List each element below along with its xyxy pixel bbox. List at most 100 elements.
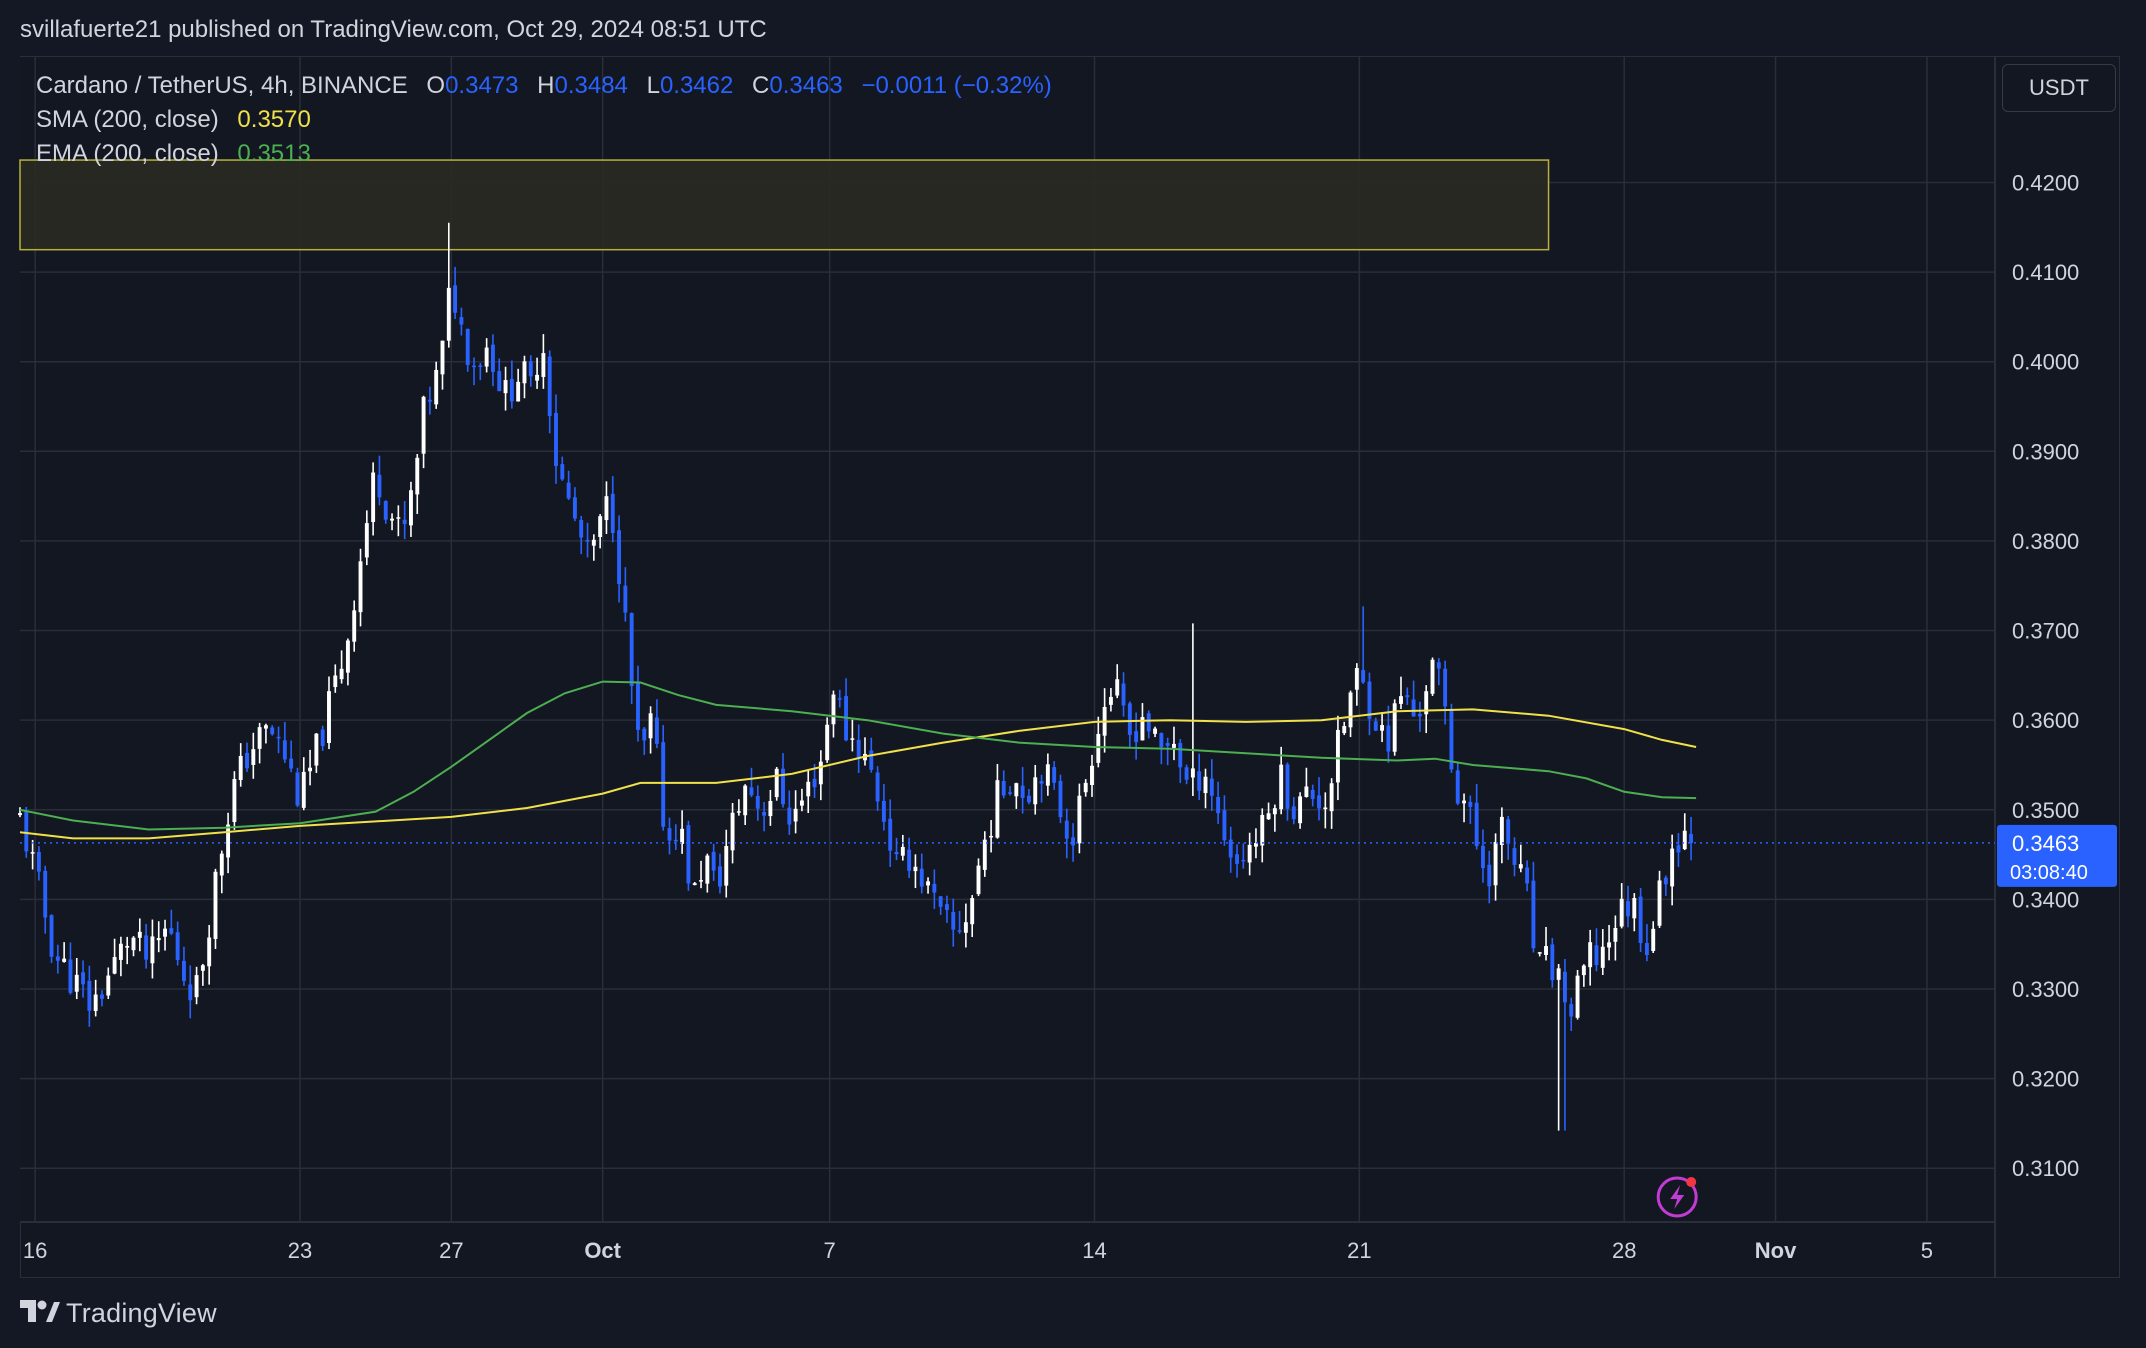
candle-body	[478, 365, 483, 367]
candle-body	[1253, 843, 1258, 847]
candle-body	[1033, 777, 1038, 805]
y-tick-label: 0.3300	[2012, 977, 2079, 1002]
y-tick-label: 0.3500	[2012, 798, 2079, 823]
candle-body	[1058, 780, 1063, 818]
candle-body	[711, 851, 716, 871]
chart-overlays: 0.3463 03:08:40	[20, 824, 2117, 1218]
candle-body	[1512, 848, 1517, 865]
candle-body	[743, 785, 748, 816]
candle-body	[509, 378, 514, 402]
candle-body	[200, 965, 205, 971]
candle-body	[150, 936, 155, 964]
candle-body	[1348, 692, 1353, 728]
candle-body	[1096, 733, 1101, 763]
candle-body	[1153, 728, 1158, 734]
candle-body	[1285, 764, 1290, 809]
candle-body	[1291, 806, 1296, 820]
tradingview-logo-icon[interactable]	[20, 1300, 60, 1326]
candle-body	[591, 539, 596, 546]
candle-body	[1260, 814, 1265, 846]
candle-body	[976, 865, 981, 895]
candle-body	[1386, 725, 1391, 752]
candle-body	[1619, 898, 1624, 927]
tradingview-brand[interactable]: TradingView	[66, 1298, 217, 1328]
legend-sma[interactable]: SMA (200, close) 0.3570	[36, 106, 315, 134]
candle-body	[175, 932, 180, 960]
candle-body	[43, 870, 48, 918]
lightning-icon[interactable]	[1656, 1176, 1698, 1218]
candle-body	[667, 828, 672, 841]
candle-body	[787, 807, 792, 825]
candle-body	[402, 519, 407, 525]
currency-selector[interactable]: USDT	[2002, 64, 2116, 112]
candle-body	[1651, 928, 1656, 951]
y-tick-label: 0.3100	[2012, 1156, 2079, 1181]
candle-body	[1581, 965, 1586, 976]
legend-ema[interactable]: EMA (200, close) 0.3513	[36, 140, 315, 168]
candle-body	[1052, 767, 1057, 783]
candle-body	[459, 317, 464, 325]
candle-body	[377, 474, 382, 498]
last-price-tag[interactable]	[1997, 824, 2117, 887]
candle-body	[62, 958, 67, 962]
candle-body	[55, 956, 60, 961]
candle-body	[736, 811, 741, 813]
resistance-zone[interactable]	[19, 159, 1550, 251]
y-tick-label: 0.3700	[2012, 619, 2079, 644]
candle-body	[106, 975, 111, 996]
candle-body	[1626, 901, 1630, 917]
candle-body	[270, 727, 275, 735]
candle-body	[409, 490, 413, 526]
candle-body	[49, 915, 54, 957]
y-tick-label: 0.3800	[2012, 529, 2079, 554]
candle-body	[137, 931, 142, 938]
high-label: H	[537, 72, 555, 99]
x-tick-label: Nov	[1755, 1238, 1797, 1263]
candle-body	[144, 935, 149, 960]
candle-body	[1298, 796, 1303, 824]
sma-200-line[interactable]	[19, 708, 1697, 840]
candle-body	[188, 984, 193, 1001]
candle-body	[724, 846, 729, 886]
ema-200-line[interactable]	[19, 680, 1697, 831]
candle-body	[806, 781, 811, 797]
candle-body	[547, 356, 552, 416]
candle-body	[585, 539, 590, 542]
high-value: 0.3484	[554, 72, 628, 99]
candle-body	[881, 800, 886, 822]
candle-body	[1663, 877, 1668, 885]
notification-dot-icon	[1686, 1177, 1697, 1187]
candle-body	[1222, 810, 1227, 841]
candle-body	[699, 880, 703, 882]
candle-body	[1676, 845, 1681, 853]
candle-body	[100, 994, 104, 999]
candle-body	[812, 778, 817, 788]
x-tick-label: 28	[1612, 1238, 1636, 1263]
plot-area[interactable]	[20, 57, 1995, 1222]
ema-value: 0.3513	[237, 140, 311, 167]
candle-body	[837, 698, 842, 700]
candle-body	[1670, 848, 1675, 887]
resistance-zone-layer	[19, 159, 1550, 251]
candle-body	[825, 724, 830, 761]
candle-body	[926, 881, 931, 886]
candle-body	[1613, 927, 1618, 942]
candle-body	[18, 813, 22, 816]
x-tick-label: 21	[1347, 1238, 1371, 1263]
candle-body	[604, 496, 609, 521]
candle-body	[1588, 942, 1593, 968]
candle-body	[1008, 792, 1012, 794]
candle-body	[238, 755, 243, 781]
candle-body	[1607, 942, 1612, 948]
candle-body	[1045, 764, 1050, 786]
candle-body	[345, 640, 350, 673]
candle-body	[308, 767, 313, 772]
candle-body	[1644, 942, 1649, 956]
symbol-label[interactable]: Cardano / TetherUS, 4h, BINANCE	[36, 72, 408, 99]
candle-body	[913, 866, 918, 872]
candle-body	[112, 957, 117, 974]
candle-body	[68, 959, 73, 993]
candle-body	[1443, 668, 1448, 707]
candle-body	[1235, 854, 1239, 864]
